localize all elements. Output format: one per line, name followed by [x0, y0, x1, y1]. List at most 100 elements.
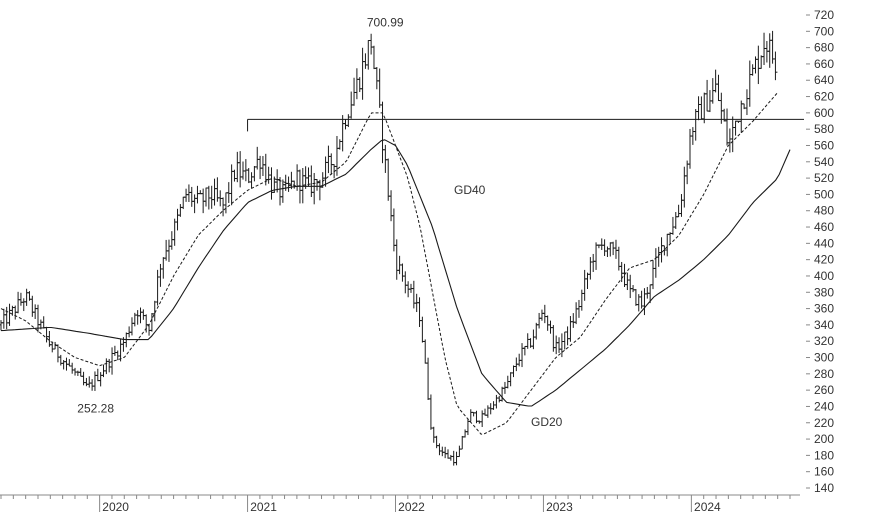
ohlc-bar — [520, 343, 525, 368]
ohlc-bar — [380, 101, 385, 164]
ohlc-bar — [688, 128, 693, 169]
ohlc-bar — [773, 51, 778, 81]
ohlc-bar — [431, 426, 436, 443]
ohlc-bar — [70, 362, 75, 374]
ohlc-bar — [457, 445, 462, 458]
ohlc-bar — [656, 246, 661, 267]
ohlc-bar — [628, 274, 633, 299]
y-tick-label: 680 — [814, 41, 834, 55]
ohlc-bar — [679, 194, 684, 217]
ohlc-bar — [480, 410, 485, 427]
ohlc-bar — [682, 166, 687, 208]
ohlc-bar — [727, 128, 732, 153]
ohlc-bar — [112, 345, 117, 356]
price-bars — [0, 30, 778, 466]
ohlc-bar — [693, 109, 698, 141]
ohlc-bar — [164, 239, 169, 261]
ohlc-bar — [343, 119, 348, 130]
ohlc-bar — [33, 304, 38, 319]
ohlc-bar — [673, 212, 678, 230]
ohlc-bar — [702, 92, 707, 124]
ohlc-bar — [767, 33, 772, 68]
x-tick-label: 2024 — [694, 500, 721, 514]
ohlc-bar — [221, 197, 226, 217]
ohlc-bar — [44, 326, 49, 343]
ohlc-bar — [619, 261, 624, 283]
ohlc-bar — [16, 291, 21, 314]
ohlc-bar — [730, 116, 735, 153]
ohlc-bar — [107, 358, 112, 373]
y-tick-label: 320 — [814, 334, 834, 348]
ohlc-bar — [212, 178, 217, 206]
ohlc-bar — [571, 313, 576, 328]
ohlc-bar — [440, 446, 445, 457]
ohlc-bar — [260, 156, 265, 176]
ohlc-bar — [511, 365, 516, 378]
ohlc-bar — [565, 326, 570, 346]
ohlc-bar — [315, 179, 320, 191]
ohlc-bar — [383, 144, 388, 173]
ohlc-bar — [278, 177, 283, 206]
ohlc-bar — [50, 341, 55, 353]
ohlc-bar — [699, 96, 704, 120]
ohlc-bar — [226, 182, 231, 203]
ohlc-bar — [426, 357, 431, 400]
ohlc-bar — [249, 172, 254, 189]
ohlc-bar — [7, 303, 12, 326]
ohlc-bar — [690, 127, 695, 145]
ohlc-bar — [374, 66, 379, 90]
ohlc-bar — [713, 69, 718, 93]
y-tick-label: 220 — [814, 416, 834, 430]
ohlc-bar — [631, 285, 636, 293]
ohlc-bar — [665, 233, 670, 257]
ohlc-bar — [90, 379, 95, 391]
ohlc-bar — [616, 246, 621, 271]
y-tick-label: 400 — [814, 269, 834, 283]
ohlc-bar — [491, 401, 496, 410]
y-tick-label: 340 — [814, 318, 834, 332]
ohlc-bar — [30, 295, 35, 317]
ohlc-bar — [756, 45, 761, 85]
ohlc-bar — [451, 450, 456, 466]
ohlc-bar — [172, 218, 177, 246]
ohlc-bar — [186, 184, 191, 203]
y-tick-label: 260 — [814, 383, 834, 397]
ohlc-bar — [574, 302, 579, 325]
ohlc-bar — [18, 292, 23, 306]
ohlc-bar — [323, 156, 328, 187]
annotation-high-value: 700.99 — [367, 16, 404, 30]
ohlc-bar — [1, 308, 6, 329]
y-tick-label: 500 — [814, 187, 834, 201]
ohlc-bar — [733, 120, 738, 136]
ohlc-bar — [696, 96, 701, 121]
y-tick-label: 160 — [814, 465, 834, 479]
ohlc-bar — [87, 376, 92, 388]
ohlc-bar — [705, 79, 710, 112]
ohlc-bar — [653, 248, 658, 278]
ohlc-bar — [118, 338, 123, 362]
ohlc-bar — [534, 322, 539, 340]
ohlc-bar — [670, 216, 675, 235]
ohlc-bar — [494, 394, 499, 409]
ohlc-bar — [352, 77, 357, 106]
ohlc-bar — [246, 168, 251, 184]
ohlc-bar — [78, 368, 83, 377]
y-axis: 140 160 180 200 220 240 260 280 300 320 340 360 380 4… — [806, 8, 834, 495]
ohlc-bar — [505, 375, 510, 389]
ohlc-bar — [403, 271, 408, 294]
ohlc-bar — [235, 151, 240, 183]
ohlc-bar — [269, 167, 274, 200]
ohlc-bar — [676, 204, 681, 218]
ohlc-bar — [525, 333, 530, 349]
ohlc-bar — [178, 204, 183, 217]
y-tick-label: 560 — [814, 138, 834, 152]
ohlc-bar — [258, 155, 263, 180]
ohlc-bar — [229, 164, 234, 206]
ohlc-bar — [95, 368, 100, 382]
ohlc-bar — [582, 269, 587, 301]
ohlc-bar — [189, 186, 194, 207]
ohlc-bar — [423, 339, 428, 364]
y-tick-label: 720 — [814, 8, 834, 22]
ohlc-bar — [4, 306, 9, 330]
ohlc-bar — [280, 179, 285, 203]
